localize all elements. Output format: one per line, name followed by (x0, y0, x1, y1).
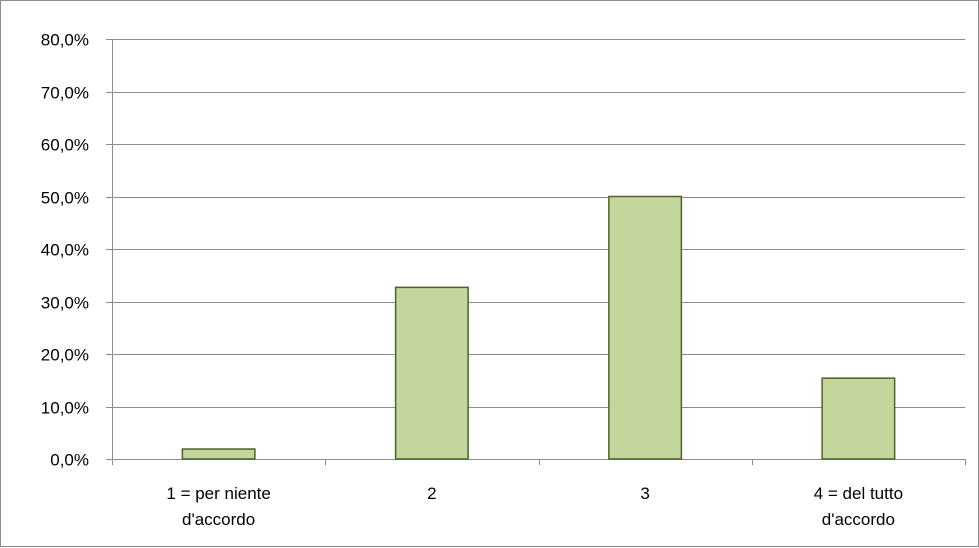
bar (608, 195, 683, 460)
x-category-label-line: d'accordo (182, 510, 255, 529)
bar (181, 448, 256, 460)
y-tick-label: 70,0% (41, 84, 89, 103)
bar (821, 377, 896, 460)
bars (181, 195, 896, 460)
gridlines (112, 39, 965, 408)
y-tick-label: 40,0% (41, 241, 89, 260)
y-tick-label: 10,0% (41, 399, 89, 418)
x-category-label-line: 1 = per niente (166, 484, 270, 503)
x-category-label-line: d'accordo (822, 510, 895, 529)
y-tick-label: 20,0% (41, 346, 89, 365)
x-axis-category-labels: 1 = per niente d'accordo 2 3 4 = del tutto d'… (166, 484, 903, 529)
y-tick-label: 80,0% (41, 31, 89, 50)
y-tick-label: 0,0% (50, 451, 89, 470)
x-category-label-line: 2 (427, 484, 436, 503)
x-category-label: 4 = del tutto d'accordo (814, 484, 903, 529)
y-tick-label: 50,0% (41, 189, 89, 208)
x-category-label-line: 4 = del tutto (814, 484, 903, 503)
x-category-label: 2 (427, 484, 436, 503)
y-axis-tick-labels: 0,0% 10,0% 20,0% 30,0% 40,0% 50,0% 60,0% 70,0% 8… (41, 31, 89, 470)
y-tick-label: 30,0% (41, 294, 89, 313)
x-category-label-line: 3 (640, 484, 649, 503)
y-tick-label: 60,0% (41, 136, 89, 155)
x-category-label: 3 (640, 484, 649, 503)
bar (394, 286, 469, 460)
x-category-label: 1 = per niente d'accordo (166, 484, 270, 529)
